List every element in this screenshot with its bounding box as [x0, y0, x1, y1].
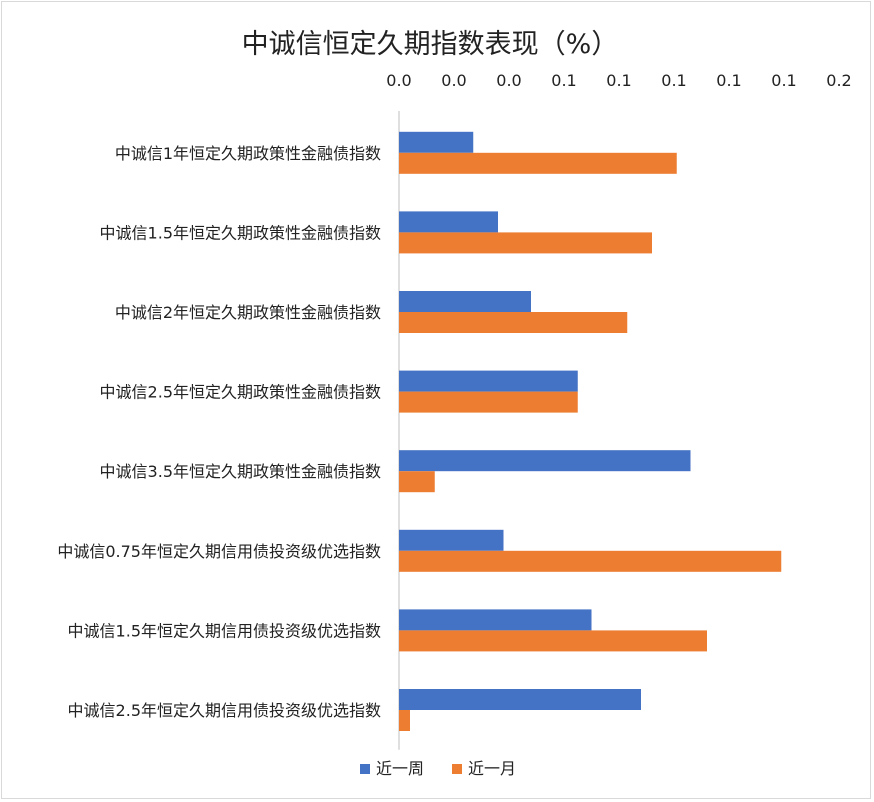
legend-label: 近一周 [376, 759, 424, 778]
x-axis-ticks: 0.0 0.0 0.0 0.1 0.1 0.1 0.1 0.1 0.2 [386, 71, 851, 90]
category-label: 中诚信2.5年恒定久期信用债投资级优选指数 [68, 701, 381, 720]
bars [399, 131, 782, 731]
x-tick-label: 0.0 [496, 71, 521, 90]
category-label: 中诚信3.5年恒定久期政策性金融债指数 [100, 462, 381, 481]
category-label: 中诚信2.5年恒定久期政策性金融债指数 [100, 383, 381, 402]
x-tick-label: 0.0 [441, 71, 466, 90]
bar-week [399, 529, 504, 551]
bar-week [399, 370, 578, 392]
bar-week [399, 131, 474, 153]
legend-swatch [452, 764, 462, 774]
bar-week [399, 689, 641, 710]
bar-month [399, 232, 652, 254]
category-label: 中诚信0.75年恒定久期信用债投资级优选指数 [57, 542, 381, 561]
bar-month [399, 550, 782, 572]
bar-month [399, 710, 410, 731]
chart-title: 中诚信恒定久期指数表现（%） [241, 29, 619, 60]
legend-label: 近一月 [468, 759, 516, 778]
category-label: 中诚信1.5年恒定久期政策性金融债指数 [100, 223, 381, 242]
bar-month [399, 471, 435, 493]
bar-month [399, 152, 677, 174]
bar-month [399, 630, 707, 652]
bar-week [399, 450, 691, 472]
bar-week [399, 291, 531, 312]
bar-month [399, 312, 628, 333]
bar-month [399, 391, 578, 413]
x-tick-label: 0.1 [716, 71, 741, 90]
category-label: 中诚信1年恒定久期政策性金融债指数 [115, 144, 381, 163]
x-tick-label: 0.1 [771, 71, 796, 90]
x-tick-label: 0.1 [606, 71, 631, 90]
legend: 近一周 近一月 [360, 759, 516, 778]
bar-week [399, 609, 592, 631]
legend-swatch [360, 764, 370, 774]
x-tick-label: 0.1 [661, 71, 686, 90]
bar-week [399, 211, 498, 233]
category-labels: 中诚信1年恒定久期政策性金融债指数中诚信1.5年恒定久期政策性金融债指数中诚信2… [57, 144, 381, 720]
x-tick-label: 0.2 [826, 71, 851, 90]
category-label: 中诚信2年恒定久期政策性金融债指数 [115, 303, 381, 322]
category-label: 中诚信1.5年恒定久期信用债投资级优选指数 [68, 621, 381, 640]
x-tick-label: 0.0 [386, 71, 411, 90]
x-tick-label: 0.1 [551, 71, 576, 90]
